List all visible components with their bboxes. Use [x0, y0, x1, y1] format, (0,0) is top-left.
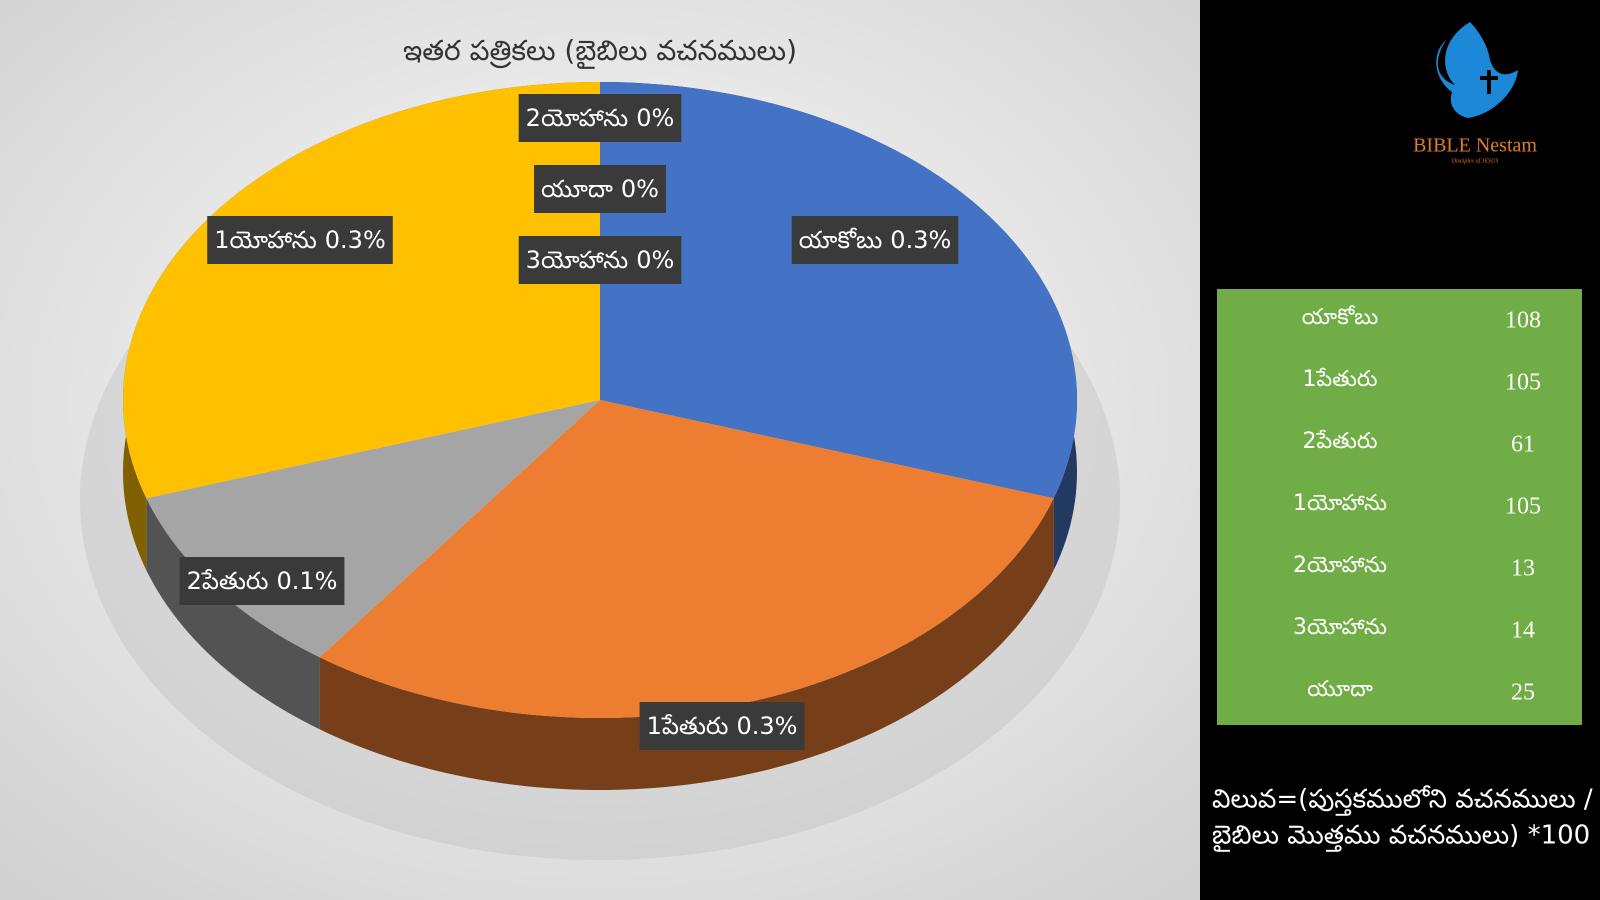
label-text: యాకోబు 0.3% — [799, 226, 952, 254]
slice-top — [123, 82, 601, 499]
row-count: 13 — [1511, 556, 1535, 582]
row-count: 14 — [1511, 618, 1535, 644]
data-label: యాకోబు 0.3% — [791, 216, 959, 264]
data-label: 2యోహాను 0% — [518, 94, 682, 142]
label-text: 2పేతురు 0.1% — [187, 567, 338, 595]
label-box — [639, 702, 805, 750]
label-value: 0.3% — [325, 226, 386, 254]
logo-dove — [1436, 22, 1518, 118]
label-text: యూదా 0% — [541, 175, 659, 203]
label-category: 2యోహాను — [526, 104, 629, 132]
data-labels: యాకోబు 0.3%1పేతురు 0.3%2పేతురు 0.1%1యోహాను 0… — [179, 94, 959, 750]
label-value: 0% — [621, 175, 659, 203]
formula-note: బైబిలు మొత్తము వచనములు) *100 — [1212, 821, 1590, 853]
label-value: 0.3% — [736, 712, 797, 740]
logo-cross — [1487, 70, 1491, 94]
label-category: 2పేతురు — [187, 567, 269, 595]
row-name: 2యోహాను — [1293, 553, 1387, 578]
logo-cross — [1480, 76, 1498, 80]
label-box — [207, 216, 393, 264]
row-name: యూదా — [1307, 677, 1373, 702]
label-text: 2యోహాను 0% — [526, 104, 675, 132]
label-value: 0% — [636, 104, 674, 132]
logo: BIBLE Nestam Disciples of JESUS — [1413, 22, 1537, 164]
label-value: 0.1% — [276, 567, 337, 595]
pie-slice — [319, 400, 1054, 790]
value-table — [1217, 289, 1582, 725]
label-box — [518, 94, 682, 142]
slice-side — [319, 498, 1054, 790]
chart-title: ఇతర పత్రికలు (బైబిలు వచనములు) — [403, 34, 797, 69]
data-label: 3యోహాను 0% — [518, 236, 682, 284]
label-text: 1పేతురు 0.3% — [647, 712, 798, 740]
data-label: 2పేతురు 0.1% — [179, 557, 345, 605]
row-name: 1పేతురు — [1302, 367, 1377, 392]
label-box — [518, 236, 682, 284]
label-value: 0.3% — [890, 226, 951, 254]
slice-side — [146, 498, 320, 730]
pie-slice — [600, 82, 1077, 571]
pie-slice — [123, 82, 601, 571]
label-category: 1యోహాను — [214, 226, 317, 254]
label-category: 3యోహాను — [526, 246, 629, 274]
row-count: 25 — [1511, 680, 1535, 706]
row-count: 105 — [1505, 370, 1541, 396]
data-label: 1యోహాను 0.3% — [207, 216, 393, 264]
row-name: 3యోహాను — [1293, 615, 1387, 640]
row-name: 1యోహాను — [1293, 491, 1387, 516]
row-count: 105 — [1505, 494, 1541, 520]
slice-top — [600, 82, 1077, 499]
row-name: 2పేతురు — [1302, 429, 1377, 454]
label-text: 3యోహాను 0% — [526, 246, 675, 274]
formula-note: విలువ=(పుస్తకములోని వచనములు / — [1212, 785, 1593, 817]
data-label: యూదా 0% — [534, 165, 666, 213]
label-category: యాకోబు — [799, 226, 883, 254]
table-rows: యాకోబు 108 1పేతురు 105 2పేతురు 61 1యోహాను 105 2య… — [1293, 305, 1541, 706]
logo-tagline: Disciples of JESUS — [1451, 157, 1499, 164]
label-box — [179, 557, 345, 605]
row-count: 61 — [1511, 432, 1535, 458]
row-count: 108 — [1505, 308, 1541, 334]
label-value: 0% — [636, 246, 674, 274]
data-label: 1పేతురు 0.3% — [639, 702, 805, 750]
label-box — [791, 216, 959, 264]
row-name: యాకోబు — [1302, 305, 1379, 330]
label-text: 1యోహాను 0.3% — [214, 226, 386, 254]
slice-top — [319, 400, 1054, 718]
logo-name: BIBLE Nestam — [1413, 135, 1537, 157]
label-category: 1పేతురు — [647, 712, 729, 740]
label-box — [534, 165, 666, 213]
label-category: యూదా — [541, 175, 613, 203]
